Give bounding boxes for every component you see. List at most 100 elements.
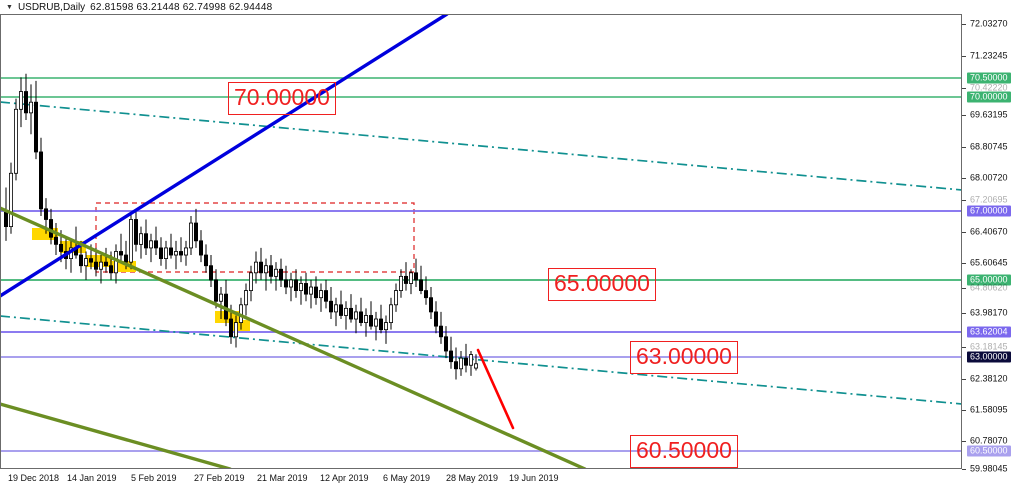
candle-body	[168, 247, 173, 256]
channel-line[interactable]	[0, 315, 962, 405]
candle-body	[18, 91, 23, 110]
price-tick-mark	[962, 263, 966, 264]
candle-body	[393, 290, 398, 306]
price-axis-label: 63.18145	[970, 341, 1008, 352]
price-level-label[interactable]: 63.62004	[967, 326, 1011, 338]
candle-body	[343, 307, 348, 316]
price-annotation-label[interactable]: 63.00000	[630, 341, 738, 374]
price-level-label[interactable]: 63.00000	[967, 351, 1011, 363]
olive-downtrend-lower-trendline[interactable]	[0, 402, 232, 469]
price-level-label[interactable]: 70.00000	[967, 91, 1011, 103]
date-axis-label: 27 Feb 2019	[194, 473, 245, 483]
price-annotation-label[interactable]: 70.00000	[228, 82, 336, 115]
candle-body	[8, 172, 13, 228]
date-axis-label: 28 May 2019	[446, 473, 499, 483]
price-tick-mark	[962, 232, 966, 233]
candle-body	[358, 311, 363, 323]
price-annotation-label[interactable]: 60.50000	[630, 435, 738, 468]
candle-body	[143, 233, 148, 249]
price-level-label[interactable]: 60.50000	[967, 445, 1011, 457]
candle-body	[133, 219, 138, 245]
price-tick-mark	[962, 115, 966, 116]
price-level-label[interactable]: 65.00000	[967, 274, 1011, 286]
candle-body	[328, 300, 333, 313]
candle-body	[128, 219, 133, 263]
candle-body	[428, 297, 433, 313]
candle-body	[59, 243, 64, 252]
price-axis-label: 70.42220	[970, 82, 1008, 93]
candle-body	[84, 258, 89, 267]
price-tick-mark	[962, 147, 966, 148]
price-tick-mark	[962, 200, 966, 201]
price-axis-label: 61.58095	[970, 404, 1008, 415]
blue-uptrend-trendline[interactable]	[0, 14, 449, 298]
candle-body	[183, 247, 188, 256]
price-tick-mark	[962, 347, 966, 348]
candle-body	[473, 363, 478, 369]
red-projection-arrow[interactable]	[476, 348, 515, 430]
candle-body	[303, 283, 308, 295]
candle-body	[114, 251, 119, 274]
price-tick-mark	[962, 56, 966, 57]
candle-body	[248, 272, 253, 291]
candle-body	[383, 322, 388, 331]
candle-body	[153, 240, 158, 249]
candle-body	[313, 286, 318, 299]
chart-plot-area[interactable]	[0, 14, 962, 469]
candle-body	[368, 315, 373, 327]
candle-body	[253, 261, 258, 274]
date-axis-label: 6 May 2019	[383, 473, 431, 483]
candle-body	[333, 304, 338, 313]
candle-body	[338, 304, 343, 316]
candle-body	[448, 350, 453, 363]
price-axis-label: 71.23245	[970, 50, 1008, 61]
candle-body	[163, 247, 168, 259]
price-axis-label: 63.98170	[970, 307, 1008, 318]
olive-downtrend-main-trendline[interactable]	[0, 206, 587, 469]
candle-body	[44, 208, 49, 220]
candle-body	[94, 261, 99, 270]
candle-body	[423, 290, 428, 299]
date-axis-label: 21 Mar 2019	[257, 473, 308, 483]
symbol-timeframe-label: USDRUB,Daily	[17, 1, 86, 13]
candle-body	[49, 219, 54, 238]
candle-body	[173, 251, 178, 256]
candle-body	[458, 357, 463, 370]
candle-body	[89, 258, 94, 263]
candle-body	[378, 318, 383, 331]
candle-body	[438, 325, 443, 338]
chart-header: ▼ USDRUB,Daily 62.81598 63.21448 62.7499…	[0, 0, 1024, 14]
price-tick-mark	[962, 469, 966, 470]
channel-line[interactable]	[0, 101, 962, 191]
price-tick-mark	[962, 410, 966, 411]
date-axis-label: 14 Jan 2019	[67, 473, 117, 483]
candle-body	[373, 318, 378, 327]
candle-body	[323, 290, 328, 302]
candle-body	[138, 233, 143, 245]
candle-body	[308, 286, 313, 295]
price-axis-label: 67.20695	[970, 194, 1008, 205]
price-level-label[interactable]: 67.00000	[967, 205, 1011, 217]
candle-body	[208, 265, 213, 281]
candle-body	[193, 222, 198, 242]
candle-body	[293, 279, 298, 291]
price-axis-label: 59.98045	[970, 463, 1008, 474]
price-tick-mark	[962, 288, 966, 289]
candle-body	[403, 275, 408, 284]
price-level-label[interactable]: 70.50000	[967, 72, 1011, 84]
price-axis[interactable]: 72.03270 71.23245 70.50000 70.42220 70.00000…	[962, 14, 1024, 473]
time-axis[interactable]: 19 Dec 2018 14 Jan 2019 5 Feb 2019 27 Feb 2…	[0, 469, 962, 491]
candle-body	[443, 336, 448, 352]
candle-body	[124, 254, 129, 263]
candle-body	[203, 254, 208, 267]
price-annotation-label[interactable]: 65.00000	[548, 268, 656, 301]
candlestick-series	[4, 73, 478, 380]
candle-body	[463, 357, 468, 366]
price-axis-label: 64.80620	[970, 282, 1008, 293]
price-axis-label: 69.63195	[970, 109, 1008, 120]
price-tick-mark	[962, 24, 966, 25]
chevron-down-icon[interactable]: ▼	[6, 3, 13, 11]
plot-border-bottom	[0, 468, 962, 469]
candle-body	[468, 354, 473, 366]
